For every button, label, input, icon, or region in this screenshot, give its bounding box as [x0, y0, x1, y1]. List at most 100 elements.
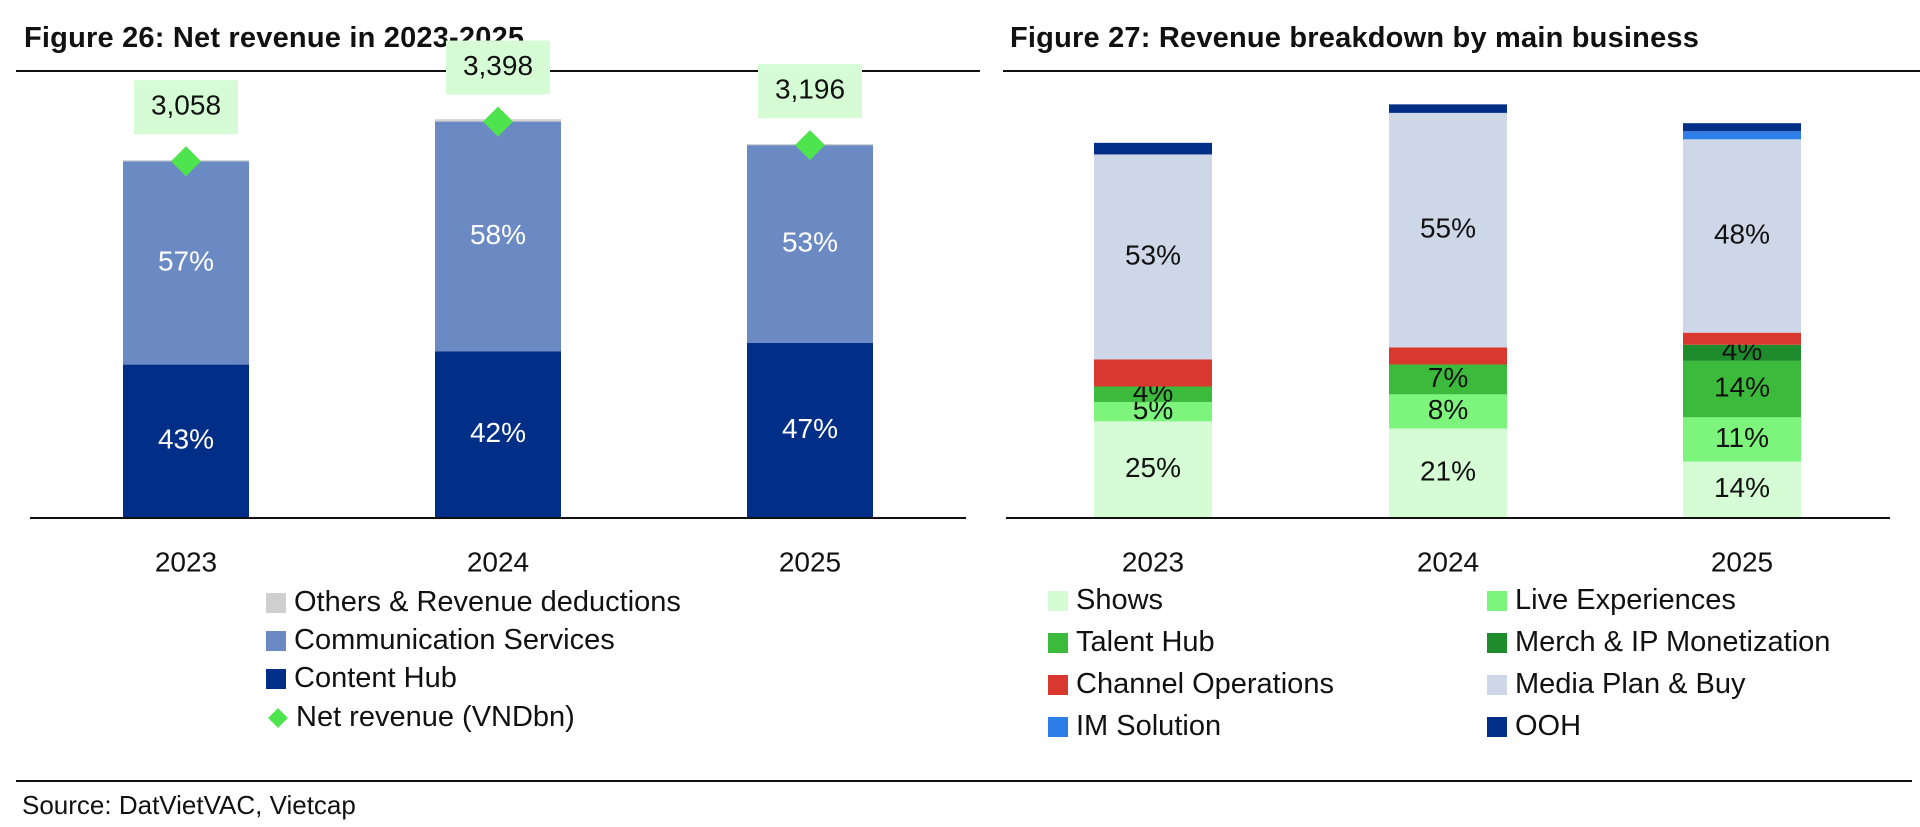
legend-label: Shows [1076, 584, 1164, 616]
figure-26-title: Figure 26: Net revenue in 2023-2025 [24, 22, 525, 54]
legend-item-ooh: OOH [1487, 710, 1581, 743]
bar-live-2025 [1683, 417, 1801, 462]
bar-ooh-2024 [1389, 104, 1507, 113]
diamond-icon [268, 707, 288, 728]
data-label-shows-2023: 25% [1125, 452, 1181, 483]
legend-swatch-merch-ip [1487, 632, 1507, 653]
x-tick-2023: 2023 [155, 546, 217, 577]
net-revenue-marker-2025 [795, 130, 825, 161]
legend-label: Live Experiences [1515, 584, 1736, 616]
data-label-comm-2024: 58% [470, 219, 526, 250]
bar-ooh-2023 [1094, 142, 1212, 155]
bar-talent-2024 [1389, 364, 1507, 395]
legend-item-merch-ip: Merch & IP Monetization [1487, 626, 1830, 659]
net-revenue-label-2025: 3,196 [775, 74, 845, 105]
data-label-live-2024: 8% [1428, 394, 1468, 425]
bar-shows-2024 [1389, 428, 1507, 518]
legend-item-communication-services: Communication Services [266, 624, 615, 657]
bar-talent-2023 [1094, 386, 1212, 402]
legend-label: Talent Hub [1076, 626, 1215, 658]
bar-content-2023 [123, 364, 249, 518]
net-revenue-label-bg-2023 [134, 80, 238, 135]
source-rule [16, 780, 1912, 782]
bar-shows-2023 [1094, 421, 1212, 518]
legend-item-im-solution: IM Solution [1048, 710, 1221, 743]
x-tick-2025: 2025 [779, 546, 841, 577]
legend-swatch-others [266, 592, 286, 613]
net-revenue-label-bg-2024 [446, 40, 550, 95]
legend-swatch-talent-hub [1048, 632, 1068, 653]
legend-label: Channel Operations [1076, 668, 1334, 700]
data-label-talent-2024: 7% [1428, 362, 1468, 393]
net-revenue-label-2024: 3,398 [463, 50, 533, 81]
legend-item-media-plan-buy: Media Plan & Buy [1487, 668, 1746, 701]
data-label-media-2023: 53% [1125, 239, 1181, 270]
figure-27-chart: 25%5%4%53%202321%8%7%55%202414%11%14%4%4… [1006, 104, 1890, 577]
bar-channel-2025 [1683, 332, 1801, 345]
legend-item-content-hub: Content Hub [266, 662, 457, 695]
data-label-live-2025: 11% [1715, 422, 1769, 453]
legend-swatch-content-hub [266, 668, 286, 689]
legend-label: Content Hub [294, 662, 457, 694]
bar-comm-2025 [747, 145, 873, 343]
data-label-comm-2025: 53% [782, 226, 838, 257]
bar-media-2025 [1683, 139, 1801, 333]
bar-live-2023 [1094, 401, 1212, 422]
net-revenue-label-bg-2025 [758, 64, 862, 119]
x-tick-2025: 2025 [1711, 546, 1773, 577]
bar-ooh-2025 [1683, 123, 1801, 132]
legend-swatch-shows [1048, 590, 1068, 611]
data-label-shows-2025: 14% [1714, 472, 1770, 503]
data-label-content-2024: 42% [470, 417, 526, 448]
legend-label: Communication Services [294, 624, 615, 656]
bar-talent-2025 [1683, 360, 1801, 418]
data-label-media-2025: 48% [1714, 218, 1770, 249]
legend-item-live-experiences: Live Experiences [1487, 584, 1736, 617]
data-label-content-2025: 47% [782, 413, 838, 444]
bar-channel-2024 [1389, 347, 1507, 365]
data-label-content-2023: 43% [158, 424, 214, 455]
legend-label: Merch & IP Monetization [1515, 626, 1831, 658]
bar-comm-2024 [435, 121, 561, 352]
figure-27-title-rule [1003, 70, 1920, 72]
data-label-media-2024: 55% [1420, 213, 1476, 244]
data-label-talent-2025: 14% [1714, 371, 1770, 402]
data-label-comm-2023: 57% [158, 245, 214, 276]
figure-27-title: Figure 27: Revenue breakdown by main bus… [1010, 22, 1700, 54]
bar-shows-2025 [1683, 461, 1801, 518]
legend-swatch-media-plan-buy [1487, 674, 1507, 695]
source-note: Source: DatVietVAC, Vietcap [22, 790, 356, 820]
legend-swatch-im-solution [1048, 716, 1068, 737]
data-label-shows-2024: 21% [1420, 456, 1476, 487]
legend-item-net-revenue: Net revenue (VNDbn) [266, 701, 575, 734]
legend-swatch-communication-services [266, 630, 286, 651]
legend-label: Others & Revenue deductions [294, 586, 681, 618]
bar-content-2025 [747, 342, 873, 518]
legend-swatch-live-experiences [1487, 590, 1507, 611]
net-revenue-marker-2024 [483, 106, 513, 137]
legend-swatch-ooh [1487, 716, 1507, 737]
x-tick-2024: 2024 [467, 546, 529, 577]
net-revenue-label-2023: 3,058 [151, 90, 221, 121]
bar-channel-2023 [1094, 359, 1212, 387]
bar-media-2023 [1094, 154, 1212, 360]
figure-26-chart: 43% 57% 3,058 2023 42% 58% 3,398 2024 47% 53% 3,19… [30, 40, 966, 577]
bar-comm-2023 [123, 161, 249, 365]
bar-media-2024 [1389, 112, 1507, 348]
x-tick-2023: 2023 [1122, 546, 1184, 577]
legend-item-channel-operations: Channel Operations [1048, 668, 1334, 701]
bar-im-2025 [1683, 131, 1801, 140]
legend-item-shows: Shows [1048, 584, 1163, 617]
legend-item-talent-hub: Talent Hub [1048, 626, 1215, 659]
net-revenue-marker-2023 [171, 146, 201, 177]
bar-live-2024 [1389, 394, 1507, 429]
legend-label: OOH [1515, 710, 1582, 742]
x-tick-2024: 2024 [1417, 546, 1479, 577]
legend-item-others: Others & Revenue deductions [266, 586, 681, 619]
legend-label: IM Solution [1076, 710, 1222, 742]
bar-content-2024 [435, 351, 561, 518]
legend-label: Net revenue (VNDbn) [296, 701, 575, 733]
legend-swatch-channel-operations [1048, 674, 1068, 695]
bar-merch-2025 [1683, 344, 1801, 361]
legend-label: Media Plan & Buy [1515, 668, 1746, 700]
